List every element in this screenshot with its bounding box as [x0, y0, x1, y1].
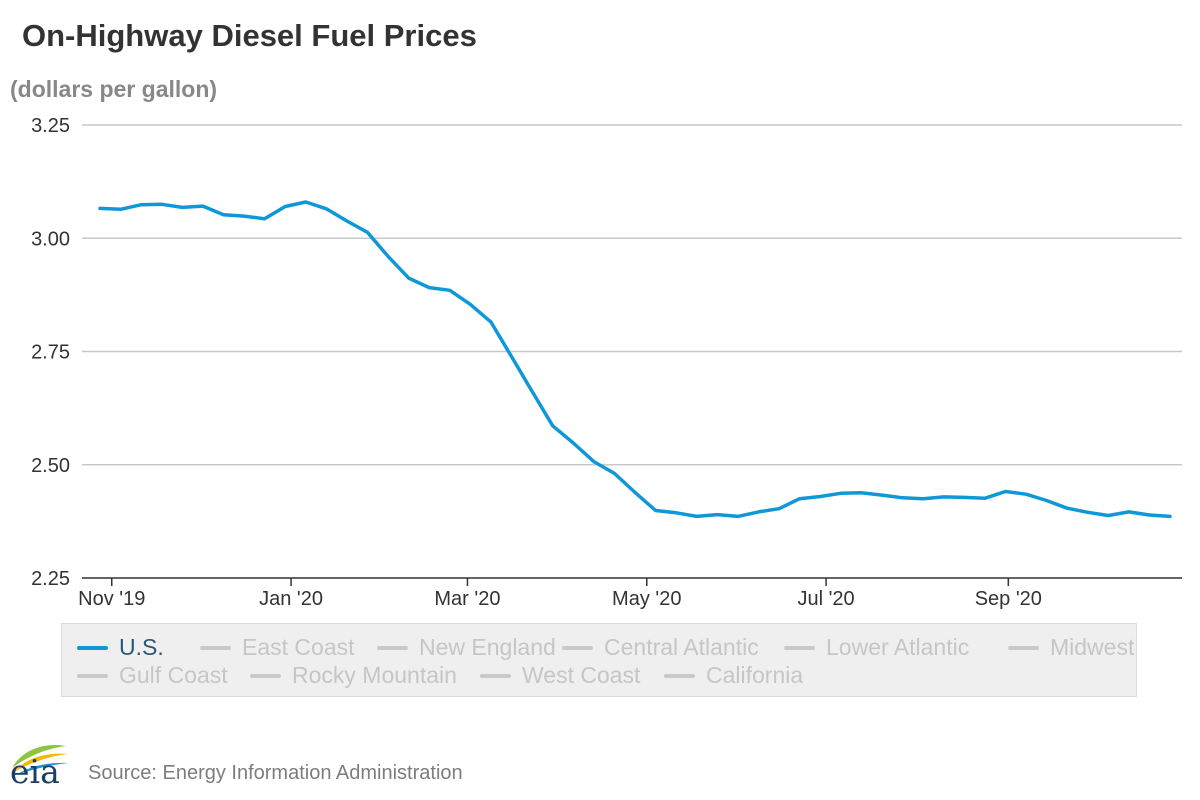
legend-swatch	[562, 645, 593, 650]
eia-logo-text: eia	[10, 752, 60, 791]
legend-item[interactable]: West Coast	[480, 662, 640, 689]
x-tick-label: Jul '20	[797, 588, 854, 610]
legend-swatch	[664, 673, 695, 678]
x-tick-label: Nov '19	[78, 588, 145, 610]
legend-label: Gulf Coast	[119, 662, 228, 688]
legend-swatch	[77, 645, 108, 650]
legend-label: Lower Atlantic	[826, 634, 970, 660]
legend-swatch	[784, 645, 815, 650]
logo-leaf-blue	[16, 762, 68, 775]
legend-item[interactable]: Rocky Mountain	[250, 662, 457, 689]
legend-item[interactable]: Lower Atlantic	[784, 634, 969, 661]
legend-item[interactable]: Midwest	[1008, 634, 1134, 661]
x-tick-label: Mar '20	[434, 588, 500, 610]
legend-label: California	[706, 662, 804, 688]
chart-title: On-Highway Diesel Fuel Prices	[22, 18, 477, 53]
legend-label: Midwest	[1050, 634, 1135, 660]
eia-logo-icon	[12, 744, 68, 775]
line-chart: 3.25 3.00 2.75 2.50 2.25 Nov '19 Jan '20 Mar '2…	[31, 115, 1182, 610]
legend-label: U.S.	[119, 634, 164, 660]
legend-item[interactable]: Gulf Coast	[77, 662, 228, 689]
legend-swatch	[250, 673, 281, 678]
x-tick-label: Sep '20	[975, 588, 1042, 610]
legend-label: New England	[419, 634, 556, 660]
legend-label: West Coast	[522, 662, 641, 688]
legend-label: East Coast	[242, 634, 355, 660]
legend-swatch	[377, 645, 408, 650]
logo-leaf-yellow	[14, 753, 68, 772]
x-tick-label: Jan '20	[259, 588, 323, 610]
legend-swatch	[1008, 645, 1039, 650]
series-line-us	[98, 200, 1172, 519]
y-tick-label: 3.25	[31, 115, 70, 137]
legend-swatch	[200, 645, 231, 650]
legend: U.S. East Coast New England Central Atlanti…	[61, 623, 1137, 697]
source-note: Source: Energy Information Administratio…	[88, 762, 463, 784]
legend-swatch	[480, 673, 511, 678]
x-tick-label: May '20	[612, 588, 681, 610]
y-tick-label: 2.25	[31, 568, 70, 590]
legend-item[interactable]: New England	[377, 634, 556, 661]
y-tick-label: 2.75	[31, 342, 70, 364]
y-tick-label: 3.00	[31, 228, 70, 250]
legend-item[interactable]: U.S.	[77, 634, 164, 661]
legend-item[interactable]: California	[664, 662, 803, 689]
y-tick-label: 2.50	[31, 455, 70, 477]
logo-leaf-green	[12, 744, 66, 768]
y-axis-unit-label: (dollars per gallon)	[10, 76, 218, 102]
legend-item[interactable]: Central Atlantic	[562, 634, 759, 661]
legend-item[interactable]: East Coast	[200, 634, 355, 661]
legend-label: Central Atlantic	[604, 634, 759, 660]
legend-label: Rocky Mountain	[292, 662, 457, 688]
legend-swatch	[77, 673, 108, 678]
